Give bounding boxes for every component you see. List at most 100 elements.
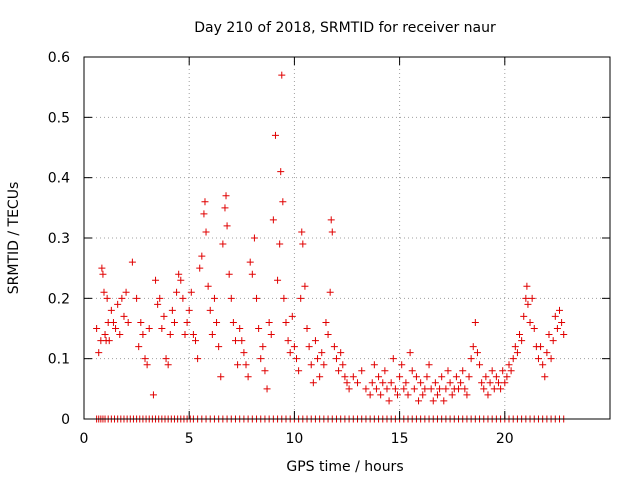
data-point: [109, 318, 117, 326]
data-point: [192, 337, 200, 345]
data-point: [400, 385, 408, 393]
data-point: [332, 355, 340, 363]
grid: [84, 57, 610, 419]
data-point: [271, 131, 279, 139]
data-point: [290, 343, 298, 351]
data-point: [558, 318, 566, 326]
x-tick-label: 20: [496, 431, 514, 447]
data-point: [101, 331, 109, 339]
chart-title: Day 210 of 2018, SRMTID for receiver nau…: [194, 20, 496, 36]
data-point: [337, 349, 345, 357]
data-point: [240, 349, 248, 357]
data-point: [196, 264, 204, 272]
data-point: [410, 385, 418, 393]
data-point: [229, 318, 237, 326]
data-point: [480, 385, 488, 393]
y-tick-label: 0.1: [48, 352, 70, 368]
x-tick-label: 0: [80, 431, 89, 447]
data-point: [234, 361, 242, 369]
data-point: [99, 270, 107, 278]
data-point: [298, 228, 306, 236]
data-point: [341, 373, 349, 381]
data-point: [488, 367, 496, 375]
data-point: [202, 228, 210, 236]
data-point: [553, 325, 561, 332]
data-point: [528, 294, 536, 302]
data-point: [326, 288, 334, 296]
data-point: [185, 306, 193, 314]
data-point: [284, 337, 292, 345]
data-point: [316, 373, 324, 381]
data-point: [105, 337, 113, 345]
data-point: [236, 325, 244, 332]
data-point: [389, 355, 397, 363]
data-point: [253, 294, 261, 302]
data-point: [152, 276, 160, 284]
data-point: [534, 355, 542, 363]
data-point: [501, 379, 509, 387]
data-point: [139, 331, 147, 339]
data-point: [276, 240, 284, 248]
data-point: [490, 385, 498, 393]
data-point: [303, 325, 311, 332]
data-point: [467, 355, 475, 363]
data-point: [223, 222, 231, 230]
data-point: [545, 331, 553, 339]
data-point: [160, 312, 168, 320]
data-point: [141, 355, 149, 363]
data-point: [417, 379, 425, 387]
data-point: [396, 373, 404, 381]
data-point: [379, 379, 387, 387]
data-point: [107, 306, 115, 314]
x-tick-label: 10: [285, 431, 303, 447]
data-point: [210, 294, 218, 302]
data-point: [299, 240, 307, 248]
data-point: [421, 385, 429, 393]
data-point: [135, 343, 143, 351]
data-point: [478, 379, 486, 387]
data-point: [166, 331, 174, 339]
data-point: [103, 294, 111, 302]
data-point: [114, 300, 122, 308]
x-axis-label: GPS time / hours: [286, 459, 403, 475]
data-point: [523, 282, 531, 290]
data-point: [164, 361, 172, 369]
data-point: [282, 318, 290, 326]
data-point: [95, 349, 103, 357]
data-point: [385, 397, 393, 405]
data-point: [560, 331, 568, 339]
data-point: [201, 198, 209, 206]
data-point: [222, 192, 230, 200]
data-point: [324, 331, 332, 339]
data-point: [158, 325, 166, 332]
data-point: [471, 318, 479, 326]
data-point: [387, 379, 395, 387]
data-point: [261, 367, 269, 375]
data-point: [537, 343, 545, 351]
data-point: [255, 325, 263, 332]
data-point: [173, 288, 181, 296]
data-point: [381, 367, 389, 375]
data-point: [541, 373, 549, 381]
data-point: [507, 367, 515, 375]
data-point: [269, 216, 277, 224]
data-point: [242, 361, 250, 369]
data-point: [436, 385, 444, 393]
data-point: [293, 355, 301, 363]
data-point: [513, 349, 521, 357]
data-point: [305, 343, 313, 351]
data-point: [547, 355, 555, 363]
data-point: [122, 288, 130, 296]
data-point: [189, 331, 197, 339]
data-point: [518, 337, 526, 345]
data-point: [274, 276, 282, 284]
data-point: [370, 361, 378, 369]
data-point: [307, 361, 315, 369]
data-point: [295, 367, 303, 375]
data-point: [278, 71, 286, 79]
data-point: [194, 355, 202, 363]
data-point: [431, 379, 439, 387]
data-point: [250, 234, 258, 242]
data-point: [248, 270, 256, 278]
